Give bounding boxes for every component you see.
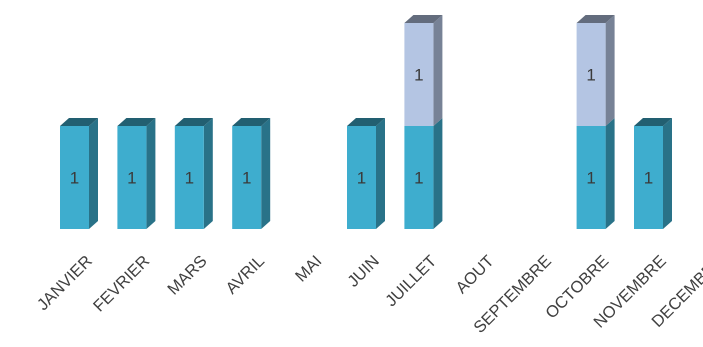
bar-top-face	[347, 118, 385, 126]
tick-label-janvier: JANVIER	[34, 252, 96, 314]
tick-label-mars: MARS	[164, 252, 210, 298]
bar-front-face	[634, 126, 663, 229]
data-label: 1	[127, 169, 136, 188]
bar-top-face	[117, 118, 156, 126]
bar-juillet-series-1	[404, 118, 443, 229]
bar-janvier-series-1	[60, 118, 98, 229]
bar-top-face	[576, 15, 615, 23]
bar-top-face	[60, 118, 98, 126]
bar-avril-series-1	[232, 118, 271, 229]
data-label: 1	[185, 169, 194, 188]
bar-front-face	[404, 23, 434, 126]
tick-label-avril: AVRIL	[222, 252, 268, 298]
bar-mars-series-1	[174, 118, 213, 229]
data-label: 1	[586, 66, 595, 85]
bar-front-face	[60, 126, 89, 229]
bar-side-face	[433, 118, 443, 229]
bar-side-face	[261, 118, 271, 229]
bar-top-face	[634, 118, 672, 126]
bar-front-face	[174, 126, 204, 229]
bar-top-face	[174, 118, 213, 126]
bar-octobre-series-2	[576, 15, 615, 126]
bar-front-face	[404, 126, 434, 229]
bar-fevrier-series-1	[117, 118, 156, 229]
data-label: 1	[357, 169, 366, 188]
bar-front-face	[232, 126, 262, 229]
bar-side-face	[433, 15, 443, 126]
data-label: 1	[242, 169, 251, 188]
tick-label-juillet: JUILLET	[382, 252, 440, 310]
bars-layer	[60, 15, 672, 229]
bar-side-face	[146, 118, 156, 229]
bar-top-face	[232, 118, 271, 126]
bar-front-face	[576, 23, 606, 126]
bar-front-face	[347, 126, 376, 229]
bar-top-face	[404, 15, 443, 23]
bar-front-face	[117, 126, 147, 229]
bar-side-face	[376, 118, 385, 229]
data-label: 1	[644, 169, 653, 188]
data-label: 1	[586, 169, 595, 188]
bar-novembre-series-1	[634, 118, 672, 229]
bar-octobre-series-1	[576, 118, 615, 229]
bar-front-face	[576, 126, 606, 229]
bar-juillet-series-2	[404, 15, 443, 126]
bar-side-face	[203, 118, 213, 229]
data-label: 1	[414, 169, 423, 188]
tick-label-mai: MAI	[292, 252, 325, 285]
data-labels-layer: 1 1 1 1 1 1 1 1 1 1	[70, 66, 653, 188]
bar-side-face	[605, 15, 615, 126]
bar-side-face	[663, 118, 672, 229]
data-label: 1	[414, 66, 423, 85]
tick-label-juin: JUIN	[344, 252, 383, 291]
data-label: 1	[70, 169, 79, 188]
bar-side-face	[605, 118, 615, 229]
bar-side-face	[89, 118, 98, 229]
tick-label-fevrier: FEVRIER	[90, 252, 153, 315]
tick-label-aout: AOUT	[452, 252, 497, 297]
bar-juin-series-1	[347, 118, 385, 229]
